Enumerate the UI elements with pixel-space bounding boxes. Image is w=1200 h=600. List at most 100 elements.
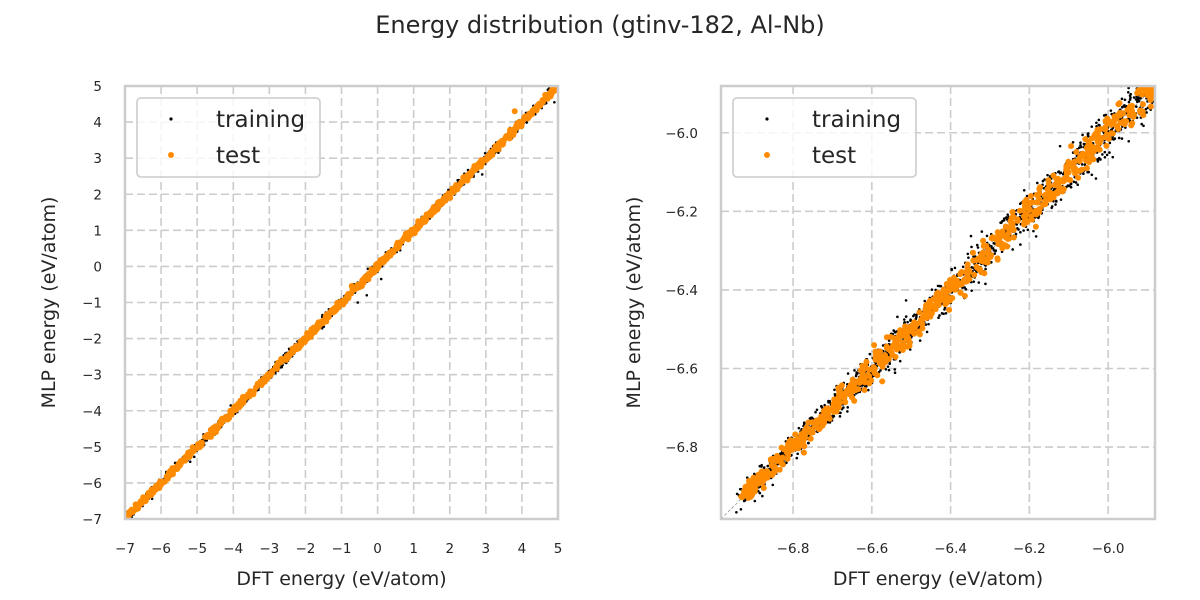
training-point [1099, 158, 1102, 161]
test-point [232, 406, 239, 413]
test-point [453, 183, 460, 190]
training-outlier-point [480, 173, 484, 176]
test-point [1054, 190, 1061, 197]
legend-label-training: training [812, 107, 901, 133]
training-point [904, 315, 908, 318]
test-point [907, 324, 914, 331]
test-point [918, 317, 925, 324]
test-point [246, 392, 253, 399]
test-point [891, 335, 898, 342]
training-point [991, 247, 995, 250]
training-point [1086, 134, 1090, 138]
test-point [876, 348, 883, 355]
test-point [405, 229, 412, 236]
axes-frame [123, 84, 560, 521]
training-point [1160, 96, 1163, 99]
test-point [768, 470, 775, 477]
training-point [969, 234, 973, 238]
training-point [807, 441, 810, 445]
test-point [932, 294, 939, 301]
test-point [240, 395, 247, 402]
test-point [287, 350, 294, 357]
test-point [742, 490, 749, 497]
test-point [801, 443, 808, 450]
training-point [866, 388, 870, 392]
test-point [1007, 218, 1014, 225]
training-point [815, 408, 819, 412]
training-point [1108, 151, 1111, 154]
test-point [506, 130, 513, 137]
training-point [1097, 118, 1101, 122]
test-point [922, 306, 929, 313]
test-point [1135, 87, 1142, 94]
x-tick-label: −6.4 [934, 541, 967, 557]
test-point [745, 494, 752, 501]
training-point [1066, 184, 1070, 187]
y-tick-label: −1 [82, 296, 102, 312]
x-axis-label: DFT energy (eV/atom) [833, 568, 1043, 590]
training-point [1136, 96, 1140, 100]
test-point [851, 397, 858, 404]
test-point [258, 379, 265, 386]
training-point [785, 461, 788, 465]
test-point [822, 415, 829, 422]
training-point [984, 282, 987, 286]
x-tick-label: 0 [373, 541, 382, 557]
training-point [1006, 213, 1009, 216]
test-point [774, 452, 781, 459]
test-point [1046, 189, 1053, 196]
test-point [998, 241, 1005, 248]
test-point [263, 375, 270, 382]
training-point [1098, 124, 1101, 127]
test-outlier-point [511, 108, 518, 115]
training-point [1069, 185, 1073, 189]
y-tick-label: −6 [82, 476, 102, 492]
training-point [280, 365, 283, 369]
test-point [947, 279, 954, 286]
test-point [927, 313, 934, 320]
grid [125, 86, 558, 519]
y-tick-label: −3 [82, 368, 102, 384]
training-point [1090, 125, 1094, 128]
training-point [927, 322, 930, 326]
y-tick-label: −6.4 [665, 283, 698, 299]
test-point [334, 299, 341, 306]
y-tick-label: −6.8 [665, 440, 698, 456]
test-point [870, 364, 877, 371]
training-point [977, 281, 981, 284]
training-point [972, 255, 975, 259]
test-point [961, 292, 968, 299]
test-point [801, 435, 808, 442]
training-point [846, 410, 849, 413]
training-point [1054, 203, 1057, 206]
training-point [944, 311, 948, 315]
test-point [770, 464, 777, 471]
training-point [1135, 79, 1138, 82]
training-point [1145, 75, 1148, 78]
test-point [932, 306, 939, 313]
training-point [192, 455, 196, 459]
training-point [1018, 202, 1022, 206]
test-point [872, 348, 879, 355]
training-point [1154, 82, 1157, 85]
test-point [916, 331, 923, 338]
test-point [1027, 192, 1034, 199]
test-point [949, 295, 956, 302]
test-point [966, 276, 973, 283]
test-point [1139, 108, 1146, 115]
test-point [1090, 156, 1097, 163]
training-point [838, 415, 842, 418]
x-tick-label: −2 [295, 541, 315, 557]
test-point [1075, 174, 1082, 181]
training-point [972, 280, 976, 283]
training-point [753, 499, 757, 503]
training-point [1080, 145, 1083, 149]
test-point [1050, 194, 1057, 201]
test-point [388, 247, 395, 254]
y-tick-label: 4 [93, 115, 102, 131]
legend-label-test: test [216, 143, 260, 169]
test-point [878, 358, 885, 365]
x-tick-label: −6.6 [855, 541, 888, 557]
training-point [766, 464, 770, 468]
training-point [918, 339, 922, 342]
